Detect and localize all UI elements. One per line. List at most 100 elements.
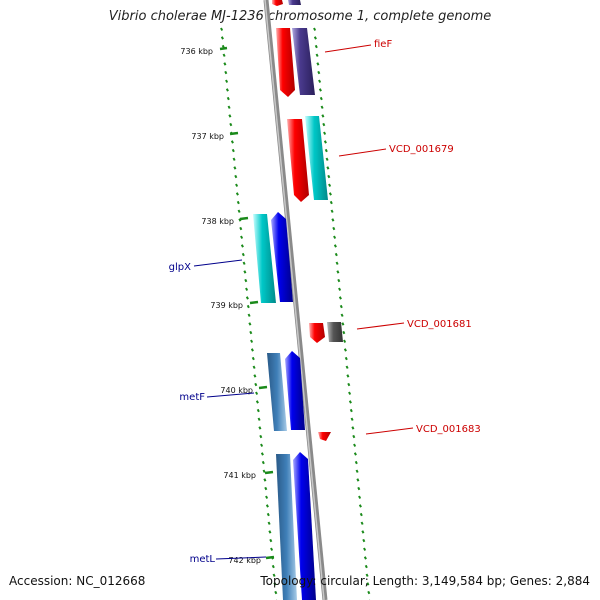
minor-tick (343, 348, 347, 352)
genome-stats-text: Topology: circular; Length: 3,149,584 bp… (260, 574, 590, 588)
minor-tick (257, 417, 261, 421)
minor-tick (261, 460, 265, 465)
minor-tick (363, 556, 367, 560)
leader-VCD_001679 (338, 148, 387, 157)
gene-metL[interactable] (276, 454, 297, 600)
major-tick-740 (258, 385, 268, 390)
minor-tick (367, 590, 371, 595)
minor-tick (322, 122, 326, 127)
minor-tick (323, 140, 327, 144)
gene-label-VCD_001679[interactable]: VCD_001679 (389, 144, 454, 155)
minor-tick (332, 226, 336, 231)
minor-tick (360, 521, 364, 525)
gene-fieF[interactable] (292, 28, 315, 95)
gene-VCD_001683[interactable] (318, 432, 331, 441)
minor-tick (313, 36, 317, 40)
minor-tick (220, 36, 224, 40)
minor-tick (265, 504, 269, 508)
minor-tick (354, 460, 358, 465)
gene-red-vcd001681-pair[interactable] (309, 323, 325, 343)
minor-tick (316, 62, 320, 66)
minor-tick (247, 313, 251, 317)
minor-tick (249, 330, 253, 335)
minor-tick (228, 114, 232, 118)
minor-tick (352, 434, 356, 439)
leader-VCD_001681 (356, 322, 405, 330)
minor-tick (345, 365, 349, 369)
minor-tick (348, 391, 352, 395)
minor-tick (329, 200, 333, 205)
gene-label-VCD_001681[interactable]: VCD_001681 (407, 319, 472, 330)
minor-tick (358, 495, 362, 499)
minor-tick (326, 166, 330, 170)
minor-tick (250, 348, 254, 352)
minor-tick (260, 452, 264, 456)
minor-tick (273, 582, 277, 586)
minor-tick (338, 287, 342, 291)
minor-tick (336, 270, 340, 274)
tick-label-742: 742 kbp (228, 556, 261, 565)
minor-tick (263, 478, 267, 482)
minor-tick (243, 270, 247, 274)
gene-red-vcd001679-pair[interactable] (287, 119, 309, 202)
minor-tick (253, 374, 257, 378)
minor-tick (269, 538, 273, 543)
gene-label-glpX[interactable]: glpX (169, 262, 191, 273)
minor-tick (364, 564, 368, 569)
gene-blue-metf-pair[interactable] (285, 351, 305, 430)
minor-tick (242, 261, 246, 265)
minor-tick (331, 218, 335, 222)
gene-label-metF[interactable]: metF (179, 392, 205, 403)
gene-VCD_001679[interactable] (305, 116, 328, 200)
major-tick-738 (239, 216, 249, 221)
tick-label-736: 736 kbp (180, 47, 213, 56)
minor-tick (271, 564, 275, 569)
minor-tick (223, 62, 227, 66)
minor-tick (234, 174, 238, 179)
chromosome-backbone-highlight (264, 0, 325, 600)
minor-tick (265, 495, 269, 499)
minor-tick (320, 105, 324, 109)
gene-purple-top-sliver[interactable] (288, 0, 301, 5)
minor-tick (328, 192, 332, 196)
gene-blue-metl-pair[interactable] (293, 452, 316, 600)
tick-labels: 736 kbp 737 kbp 738 kbp 739 kbp 740 kbp … (180, 46, 275, 565)
minor-tick (325, 157, 329, 161)
gene-label-metL[interactable]: metL (190, 554, 216, 565)
minor-tick (238, 218, 242, 222)
gene-glpX[interactable] (253, 214, 276, 303)
minor-tick (274, 590, 278, 595)
minor-tick (260, 443, 264, 447)
minor-tick (244, 278, 248, 283)
minor-tick (241, 252, 245, 257)
minor-tick (323, 131, 327, 135)
minor-tick (319, 96, 323, 101)
minor-tick (251, 356, 255, 361)
left-labels: glpX metF metL (169, 259, 267, 565)
gene-label-fieF[interactable]: fieF (374, 39, 392, 50)
tick-label-741: 741 kbp (223, 471, 256, 480)
gene-red-top-sliver[interactable] (272, 0, 283, 6)
gene-VCD_001681[interactable] (327, 322, 343, 342)
minor-tick (225, 88, 229, 92)
minor-tick (225, 79, 229, 83)
gene-red-fief-pair[interactable] (276, 28, 295, 97)
minor-tick (226, 96, 230, 101)
major-tick-741 (264, 470, 274, 475)
gene-metF[interactable] (267, 353, 287, 431)
minor-tick (245, 296, 249, 300)
chromosome-backbone (263, 0, 328, 600)
leader-VCD_001683 (365, 427, 414, 435)
minor-tick (334, 252, 338, 257)
gene-blue-glpx-pair[interactable] (271, 212, 293, 302)
gene-label-VCD_001683[interactable]: VCD_001683 (416, 424, 481, 435)
minor-tick (264, 486, 268, 491)
major-tick-739 (249, 300, 259, 305)
major-tick-736 (219, 46, 228, 51)
minor-tick (356, 478, 360, 482)
minor-tick (254, 382, 258, 387)
minor-tick (229, 122, 233, 127)
minor-tick (333, 244, 337, 248)
minor-tick (346, 374, 350, 378)
minor-tick (362, 538, 366, 543)
